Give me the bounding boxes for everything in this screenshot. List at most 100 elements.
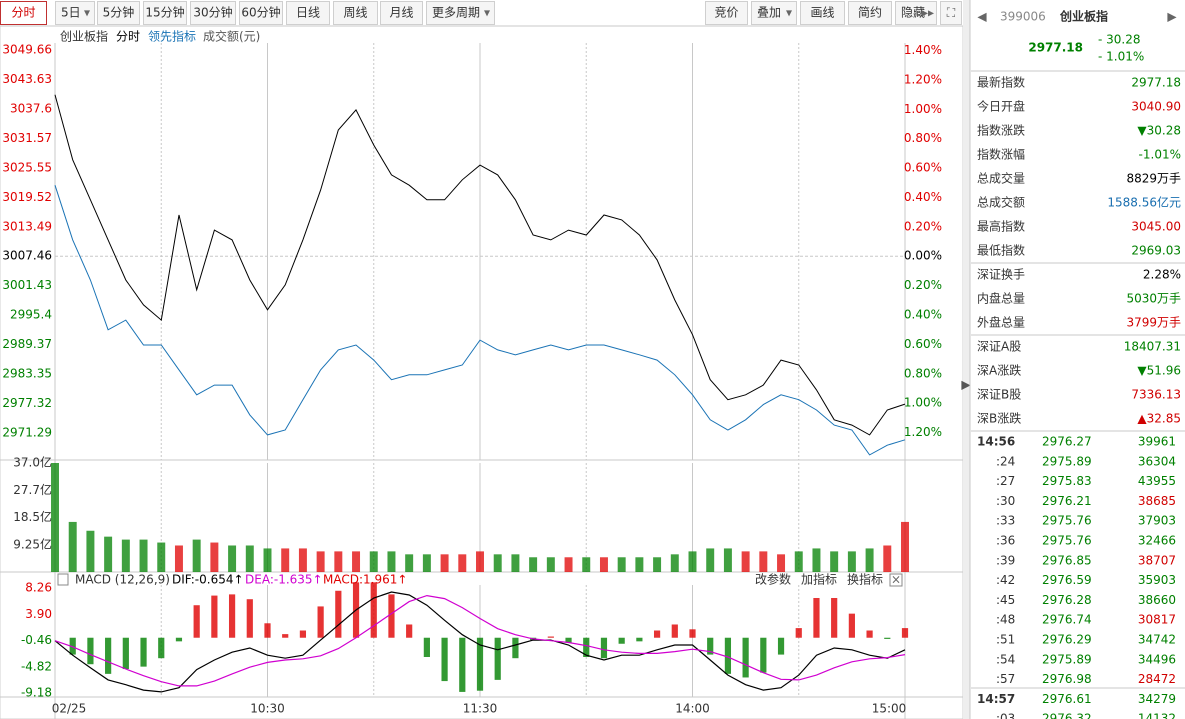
y2-tick-label: 0.60% [904, 337, 942, 351]
macd-bar [175, 637, 183, 642]
macd-bar [831, 597, 838, 638]
volume-bar [157, 542, 166, 572]
y-tick-label: 3007.46 [2, 249, 52, 263]
macd-bar [760, 637, 767, 673]
toolbar-button[interactable] [55, 1, 95, 25]
y-tick-label: 9.25亿 [13, 536, 52, 551]
macd-bar [122, 637, 129, 670]
legend-entry: DIF:-0.654↑ [172, 573, 244, 587]
macd-bar [884, 637, 891, 639]
y2-tick-label: 0.40% [904, 308, 942, 322]
volume-bar [228, 545, 237, 572]
tick-price: 2975.76 [1042, 514, 1092, 528]
close-button[interactable] [889, 573, 903, 587]
next-arrow[interactable]: ▶ [1167, 10, 1177, 24]
volume-bar [104, 536, 113, 572]
more-arrow: ▸▸ [922, 6, 934, 20]
splitter[interactable] [963, 0, 970, 719]
toolbar-button[interactable] [0, 1, 47, 25]
y2-tick-label: 1.40% [904, 43, 942, 57]
volume-bar [759, 551, 768, 572]
toolbar-button[interactable] [751, 1, 797, 25]
tick-volume: 38707 [1138, 553, 1176, 567]
quote-label: 最低指数 [977, 243, 1025, 258]
macd-bar [228, 594, 236, 638]
toolbar-label: 5分钟 [103, 5, 135, 20]
quote-value: 18407.31 [1124, 340, 1181, 354]
macd-bar [441, 637, 448, 682]
volume-bar [706, 548, 715, 572]
y2-tick-label: 1.00% [904, 102, 942, 116]
toolbar-button[interactable] [705, 1, 748, 25]
toolbar-button[interactable] [97, 1, 140, 25]
volume-bar [387, 551, 396, 572]
toolbar-button[interactable] [286, 1, 330, 25]
volume-bar [582, 557, 591, 572]
quote-label: 深B涨跌 [977, 411, 1021, 426]
volume-bar [688, 551, 697, 572]
toolbar-button[interactable] [895, 1, 937, 25]
tick-time: :24 [996, 454, 1015, 468]
indicator-button[interactable]: 换指标 [847, 572, 883, 587]
x-tick-label: 14:00 [675, 702, 710, 716]
legend-entry: 分时 [116, 30, 140, 44]
toolbar-label: 周线 [343, 6, 367, 20]
indicator-icon[interactable] [57, 573, 69, 586]
collapse-arrow[interactable]: ▶ [961, 378, 971, 392]
y2-tick-label: 0.80% [904, 366, 942, 380]
quote-label: 外盘总量 [977, 315, 1025, 330]
x-tick-label: 15:00 [872, 702, 907, 716]
volume-bar [546, 557, 555, 572]
tick-volume: 34496 [1138, 652, 1176, 666]
tick-volume: 36304 [1138, 454, 1176, 468]
fullscreen-icon: ⛶ [946, 6, 956, 20]
toolbar-button[interactable] [426, 1, 495, 25]
x-tick-label: 10:30 [250, 702, 285, 716]
y-tick-label: 3037.6 [10, 101, 52, 115]
dropdown-arrow: ▾ [786, 6, 792, 20]
price-line [54, 185, 906, 456]
toolbar-button[interactable] [239, 1, 283, 25]
indicator-button[interactable]: 改参数 [755, 572, 791, 587]
toolbar-button[interactable] [190, 1, 236, 25]
tick-price: 2975.83 [1042, 474, 1092, 488]
dropdown-arrow: ▾ [84, 6, 90, 20]
volume-bar [777, 554, 786, 572]
macd-bar [335, 590, 342, 638]
toolbar-button[interactable] [848, 1, 892, 25]
macd-bar [476, 637, 484, 691]
macd-bar [866, 630, 873, 638]
toolbar-button[interactable] [380, 1, 423, 25]
toolbar-button[interactable] [143, 1, 187, 25]
toolbar-label: 隐藏 [901, 6, 925, 20]
volume-bar [741, 551, 750, 572]
quote-label: 内盘总量 [977, 291, 1025, 306]
tick-time: :54 [996, 652, 1015, 666]
toolbar-button[interactable] [800, 1, 845, 25]
macd-bar [299, 630, 307, 638]
volume-bar [723, 548, 732, 572]
toolbar-label: 30分钟 [193, 5, 232, 20]
stock-code: 399006 [1000, 10, 1046, 24]
macd-bar [246, 599, 253, 638]
toolbar-button[interactable] [333, 1, 378, 25]
indicator-button[interactable]: 加指标 [801, 572, 837, 587]
quote-label: 今日开盘 [977, 99, 1025, 114]
volume-bar [617, 557, 626, 572]
volume-bar [653, 557, 662, 572]
fullscreen-button[interactable] [940, 1, 962, 25]
macd-bar [795, 628, 802, 638]
volume-bar [883, 545, 892, 572]
macd-bar [264, 623, 271, 638]
tick-time: :33 [996, 514, 1015, 528]
tick-time: :48 [996, 613, 1015, 627]
tick-volume: 28472 [1138, 672, 1176, 686]
stock-name: 创业板指 [1059, 9, 1108, 24]
y-tick-label: 2989.37 [2, 337, 52, 351]
macd-bar [388, 594, 395, 638]
macd-bar [459, 637, 466, 692]
y2-tick-label: 0.80% [904, 131, 942, 145]
quote-value: 8829万手 [1126, 172, 1181, 186]
prev-arrow[interactable]: ◀ [977, 10, 987, 24]
